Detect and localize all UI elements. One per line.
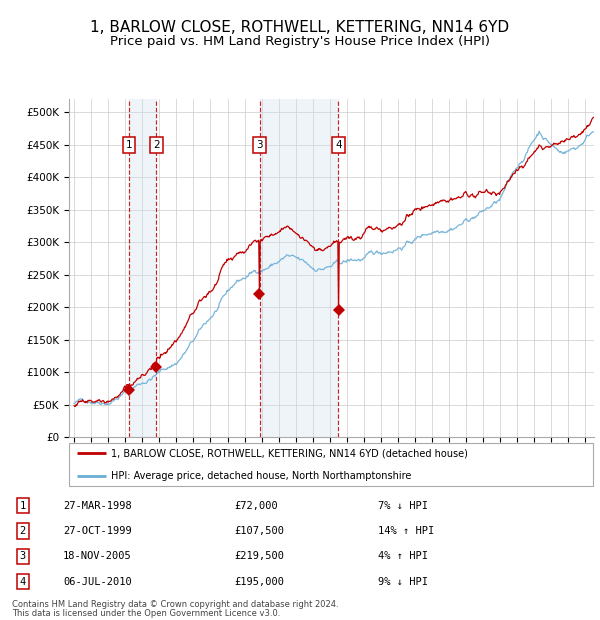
Text: 2: 2: [20, 526, 26, 536]
Text: 1, BARLOW CLOSE, ROTHWELL, KETTERING, NN14 6YD: 1, BARLOW CLOSE, ROTHWELL, KETTERING, NN…: [91, 20, 509, 35]
Text: 06-JUL-2010: 06-JUL-2010: [63, 577, 132, 587]
Text: 2: 2: [153, 140, 160, 149]
Text: 4: 4: [20, 577, 26, 587]
Text: 27-OCT-1999: 27-OCT-1999: [63, 526, 132, 536]
Text: 1: 1: [126, 140, 133, 149]
Text: 4: 4: [335, 140, 342, 149]
Bar: [260, 99, 338, 437]
Text: 7% ↓ HPI: 7% ↓ HPI: [378, 500, 428, 511]
Text: £219,500: £219,500: [234, 551, 284, 562]
Text: Price paid vs. HM Land Registry's House Price Index (HPI): Price paid vs. HM Land Registry's House …: [110, 35, 490, 48]
Text: 1, BARLOW CLOSE, ROTHWELL, KETTERING, NN14 6YD (detached house): 1, BARLOW CLOSE, ROTHWELL, KETTERING, NN…: [111, 448, 468, 458]
Text: 18-NOV-2005: 18-NOV-2005: [63, 551, 132, 562]
Text: £72,000: £72,000: [234, 500, 278, 511]
Text: 1: 1: [20, 500, 26, 511]
Text: 3: 3: [256, 140, 263, 149]
FancyBboxPatch shape: [69, 443, 593, 486]
Text: £195,000: £195,000: [234, 577, 284, 587]
Text: HPI: Average price, detached house, North Northamptonshire: HPI: Average price, detached house, Nort…: [111, 471, 412, 480]
Text: £107,500: £107,500: [234, 526, 284, 536]
Text: 9% ↓ HPI: 9% ↓ HPI: [378, 577, 428, 587]
Text: Contains HM Land Registry data © Crown copyright and database right 2024.: Contains HM Land Registry data © Crown c…: [12, 600, 338, 609]
Text: 27-MAR-1998: 27-MAR-1998: [63, 500, 132, 511]
Text: 4% ↑ HPI: 4% ↑ HPI: [378, 551, 428, 562]
Text: This data is licensed under the Open Government Licence v3.0.: This data is licensed under the Open Gov…: [12, 608, 280, 618]
Text: 3: 3: [20, 551, 26, 562]
Bar: [129, 99, 156, 437]
Text: 14% ↑ HPI: 14% ↑ HPI: [378, 526, 434, 536]
